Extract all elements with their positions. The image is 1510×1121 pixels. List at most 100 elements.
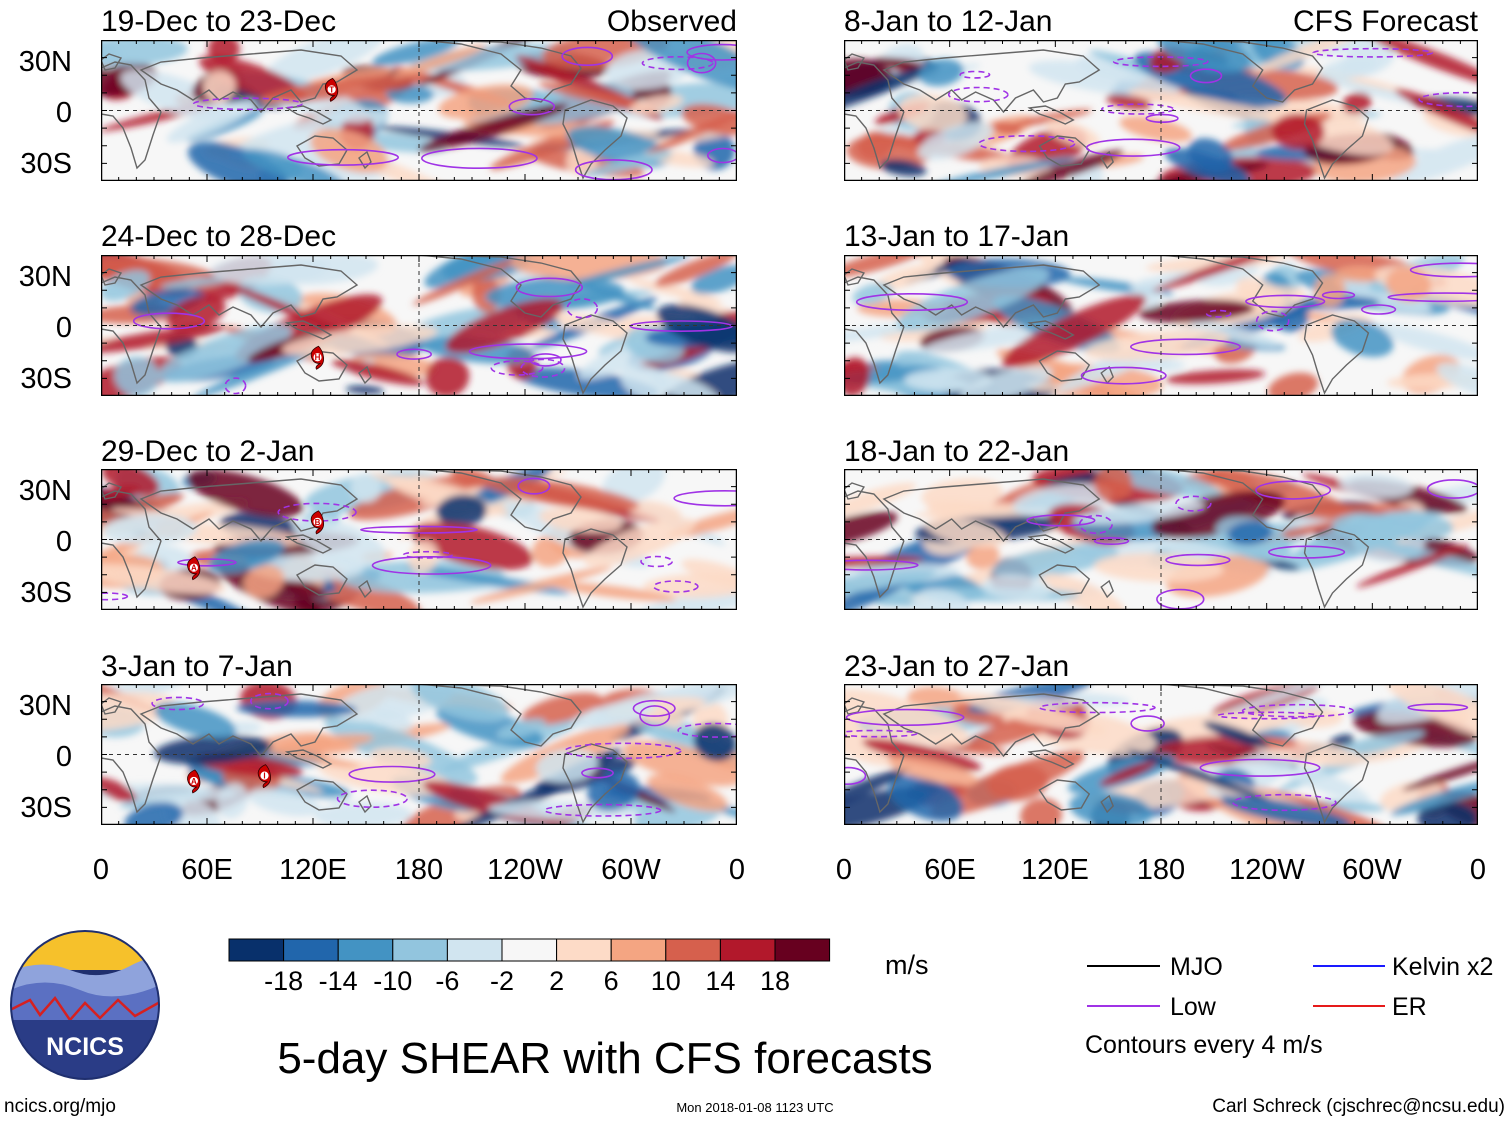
lon-label: 60W bbox=[601, 854, 661, 886]
contour-note: Contours every 4 m/s bbox=[1085, 1031, 1323, 1059]
lon-label: 180 bbox=[1137, 854, 1185, 886]
map-plot: AI bbox=[101, 684, 737, 825]
colorbar-swatch bbox=[446, 938, 503, 962]
coastlines bbox=[844, 684, 1370, 824]
panel-column-label: CFS Forecast bbox=[1293, 5, 1479, 38]
lon-label: 120W bbox=[1229, 854, 1305, 886]
lat-label: 0 bbox=[56, 97, 72, 129]
low-contours bbox=[855, 262, 1478, 385]
map-frame bbox=[844, 469, 1478, 610]
panel-date-range: 13-Jan to 17-Jan bbox=[844, 220, 1069, 253]
lon-label: 120W bbox=[487, 854, 563, 886]
map-plot bbox=[844, 684, 1478, 825]
colorbar-swatch bbox=[610, 938, 667, 962]
colorbar-swatch bbox=[337, 938, 394, 962]
colorbar-tick-label: -2 bbox=[490, 966, 514, 996]
colorbar: -18 -14 -10 -6 -2 2 6 10 14 18 bbox=[228, 938, 831, 996]
lon-label: 0 bbox=[93, 854, 109, 886]
storm-letter: T bbox=[329, 85, 334, 94]
colorbar-tick-label: 10 bbox=[651, 966, 681, 996]
map-frame bbox=[844, 684, 1478, 825]
map-plot: T bbox=[101, 40, 737, 181]
lat-label: 30N bbox=[19, 261, 72, 293]
colorbar-tick-label: 2 bbox=[549, 966, 564, 996]
colorbar-tick-label: 18 bbox=[760, 966, 790, 996]
map-frame bbox=[101, 40, 737, 181]
storm-letter: H bbox=[315, 353, 321, 362]
low-contours bbox=[132, 277, 733, 395]
panel-date-range: 19-Dec to 23-Dec bbox=[101, 5, 336, 38]
shear-field bbox=[101, 684, 737, 825]
panel-obs-0: 19-Dec to 23-Dec Observed T bbox=[101, 5, 737, 181]
storm-marker: B bbox=[310, 510, 325, 535]
storm-letter: A bbox=[191, 564, 197, 573]
panel-date-range: 23-Jan to 27-Jan bbox=[844, 650, 1069, 683]
lon-label: 0 bbox=[1470, 854, 1486, 886]
lat-label: 30S bbox=[20, 148, 72, 180]
map-frame bbox=[844, 255, 1478, 396]
legend-label-low: Low bbox=[1170, 993, 1217, 1021]
map-plot bbox=[844, 40, 1478, 181]
colorbar-swatch bbox=[501, 938, 558, 962]
coastlines bbox=[101, 469, 628, 609]
lon-label: 0 bbox=[836, 854, 852, 886]
colorbar-swatch bbox=[556, 938, 612, 962]
lon-label: 60E bbox=[181, 854, 233, 886]
lat-label: 30S bbox=[20, 577, 72, 609]
colorbar-swatch bbox=[228, 938, 285, 962]
panel-obs-1: 24-Dec to 28-Dec H bbox=[101, 220, 737, 396]
panel-fcst-3: 23-Jan to 27-Jan bbox=[844, 650, 1478, 825]
lon-labels-left: 0 60E 120E 180 120W 60W 0 bbox=[93, 854, 745, 886]
colorbar-tick-label: -10 bbox=[373, 966, 412, 996]
panel-fcst-2: 18-Jan to 22-Jan bbox=[844, 435, 1478, 610]
panel-date-range: 18-Jan to 22-Jan bbox=[844, 435, 1069, 468]
map-frame bbox=[101, 469, 737, 610]
panel-date-range: 29-Dec to 2-Jan bbox=[101, 435, 314, 468]
colorbar-swatch bbox=[719, 938, 776, 962]
storm-marker: T bbox=[324, 77, 339, 102]
ncics-logo: NCICS bbox=[10, 930, 160, 1080]
lat-labels-left: 30N 0 30S 30N 0 30S 30N 0 30S 30N 0 30S bbox=[19, 46, 72, 824]
author-credit: Carl Schreck (cjschrec@ncsu.edu) bbox=[1212, 1096, 1505, 1117]
lat-label: 30S bbox=[20, 363, 72, 395]
panel-obs-2: 29-Dec to 2-Jan BA bbox=[101, 435, 737, 610]
legend-label-kelvin: Kelvin x2 bbox=[1392, 953, 1493, 981]
lat-label: 0 bbox=[56, 526, 72, 558]
panel-date-range: 3-Jan to 7-Jan bbox=[101, 650, 293, 683]
storm-letter: A bbox=[191, 777, 197, 786]
lon-labels-right: 0 60E 120E 180 120W 60W 0 bbox=[836, 854, 1486, 886]
storm-marker: A bbox=[187, 769, 201, 794]
coastlines bbox=[844, 255, 1370, 395]
panel-date-range: 8-Jan to 12-Jan bbox=[844, 5, 1052, 38]
legend: MJO Kelvin x2 Low ER Contours every 4 m/… bbox=[1085, 953, 1493, 1059]
lat-label: 30N bbox=[19, 690, 72, 722]
map-frame bbox=[101, 255, 737, 396]
coastlines bbox=[101, 684, 628, 824]
map-plot: BA bbox=[101, 469, 737, 610]
shear-field bbox=[844, 684, 1478, 825]
panel-column-label: Observed bbox=[607, 5, 737, 38]
colorbar-swatch bbox=[665, 938, 721, 962]
low-contours bbox=[844, 701, 1469, 812]
map-plot bbox=[844, 255, 1478, 396]
lon-label: 120E bbox=[1021, 854, 1089, 886]
lon-label: 0 bbox=[729, 854, 745, 886]
legend-label-er: ER bbox=[1392, 993, 1427, 1021]
coastlines bbox=[844, 40, 1370, 180]
colorbar-tick-label: 14 bbox=[705, 966, 735, 996]
units-label: m/s bbox=[885, 950, 929, 980]
lat-label: 30S bbox=[20, 792, 72, 824]
colorbar-swatch bbox=[392, 938, 448, 962]
storm-marker: A bbox=[187, 556, 201, 581]
coastlines bbox=[101, 40, 628, 180]
timestamp: Mon 2018-01-08 1123 UTC bbox=[676, 1100, 833, 1115]
lon-label: 180 bbox=[395, 854, 443, 886]
low-contours bbox=[844, 479, 1478, 610]
lat-label: 30N bbox=[19, 46, 72, 78]
colorbar-tick-label: -6 bbox=[435, 966, 459, 996]
legend-label-mjo: MJO bbox=[1170, 953, 1223, 981]
lat-label: 0 bbox=[56, 312, 72, 344]
storm-marker: I bbox=[257, 764, 272, 789]
shear-field bbox=[101, 255, 737, 396]
